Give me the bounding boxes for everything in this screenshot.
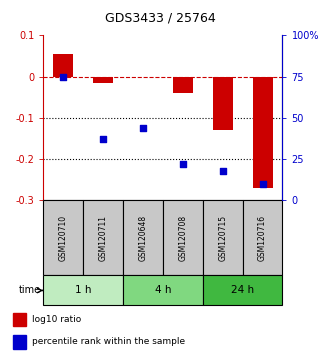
Bar <box>203 275 282 306</box>
Bar <box>43 275 123 306</box>
Bar <box>203 200 243 275</box>
Point <box>100 137 106 142</box>
Text: 1 h: 1 h <box>75 285 91 296</box>
Bar <box>243 200 282 275</box>
Point <box>61 74 66 80</box>
Bar <box>173 77 193 93</box>
Text: GSM120716: GSM120716 <box>258 215 267 261</box>
Bar <box>13 313 26 326</box>
Bar <box>13 335 26 349</box>
Bar <box>253 77 273 188</box>
Bar <box>123 200 163 275</box>
Bar <box>43 200 83 275</box>
Point <box>140 125 145 131</box>
Bar <box>83 200 123 275</box>
Text: log10 ratio: log10 ratio <box>32 315 81 324</box>
Point <box>180 161 186 167</box>
Bar <box>53 54 73 77</box>
Text: GSM120711: GSM120711 <box>99 215 108 261</box>
Text: 4 h: 4 h <box>155 285 171 296</box>
Text: GSM120715: GSM120715 <box>218 215 227 261</box>
Text: GSM120710: GSM120710 <box>59 215 68 261</box>
Bar <box>93 77 113 83</box>
Text: GSM120648: GSM120648 <box>138 215 147 261</box>
Bar <box>123 275 203 306</box>
Point <box>220 168 225 173</box>
Text: 24 h: 24 h <box>231 285 254 296</box>
Bar <box>163 200 203 275</box>
Text: GDS3433 / 25764: GDS3433 / 25764 <box>105 12 216 25</box>
Text: time: time <box>19 285 41 296</box>
Text: GSM120708: GSM120708 <box>178 215 187 261</box>
Text: percentile rank within the sample: percentile rank within the sample <box>32 337 185 346</box>
Bar <box>213 77 233 130</box>
Point <box>260 181 265 187</box>
